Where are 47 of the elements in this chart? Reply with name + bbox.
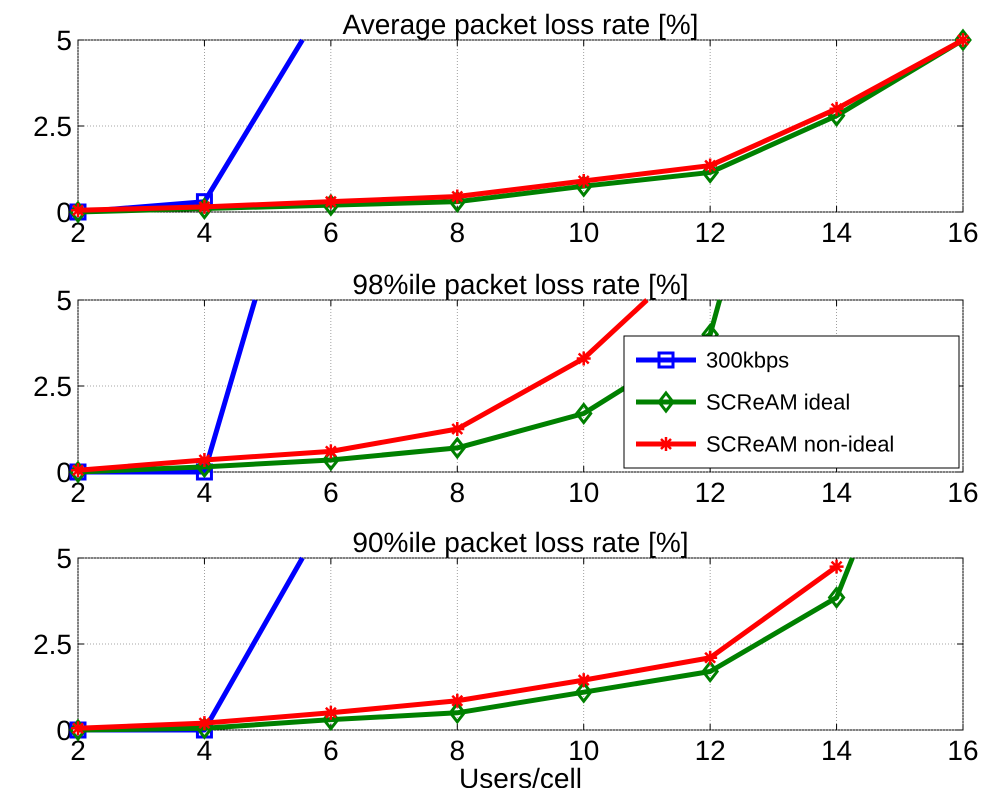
y-tick-label: 2.5 (33, 370, 72, 402)
legend-label: SCReAM ideal (706, 390, 850, 415)
chart-title: 98%ile packet loss rate [%] (352, 269, 689, 300)
x-tick-label: 12 (694, 217, 726, 248)
point (448, 437, 466, 458)
point (828, 558, 845, 575)
x-tick-label: 8 (449, 477, 466, 508)
x-tick-label: 14 (820, 477, 852, 508)
x-tick-label: 14 (820, 735, 852, 766)
x-tick-label: 8 (449, 217, 466, 248)
x-tick-label: 2 (70, 735, 86, 766)
y-tick-label: 5 (56, 542, 72, 574)
x-tick-label: 10 (568, 735, 600, 766)
x-tick-label: 12 (694, 477, 726, 508)
point (702, 661, 719, 682)
x-tick-label: 6 (323, 217, 339, 248)
x-tick-label: 4 (196, 217, 212, 248)
x-tick-label: 16 (947, 477, 979, 508)
x-tick-label: 10 (568, 217, 600, 248)
y-tick-label: 5 (56, 284, 72, 316)
chart-title: 90%ile packet loss rate [%] (352, 527, 689, 558)
point (575, 672, 592, 688)
point (828, 587, 846, 608)
y-tick-label: 5 (56, 24, 72, 56)
x-axis-title: Users/cell (459, 763, 582, 790)
x-tick-label: 2 (70, 217, 86, 248)
x-tick-label: 4 (196, 477, 212, 508)
y-tick-label: 2.5 (33, 628, 72, 660)
x-tick-label: 16 (947, 217, 979, 248)
x-tick-label: 8 (449, 735, 466, 766)
legend-label: SCReAM non-ideal (706, 432, 894, 457)
point (449, 420, 466, 438)
x-tick-label: 6 (323, 477, 339, 508)
point (575, 350, 592, 367)
y-tick-label: 2.5 (33, 110, 72, 142)
chart-title: Average packet loss rate [%] (342, 9, 698, 40)
x-tick-label: 14 (820, 217, 852, 248)
point (575, 403, 592, 424)
x-tick-label: 2 (70, 477, 86, 508)
x-tick-label: 4 (196, 735, 212, 766)
x-tick-label: 16 (947, 735, 979, 766)
x-tick-label: 12 (694, 735, 726, 766)
x-tick-label: 10 (568, 477, 600, 508)
x-tick-label: 6 (323, 735, 339, 766)
point (448, 702, 466, 724)
point (575, 682, 592, 703)
legend-label: 300kbps (706, 348, 790, 373)
